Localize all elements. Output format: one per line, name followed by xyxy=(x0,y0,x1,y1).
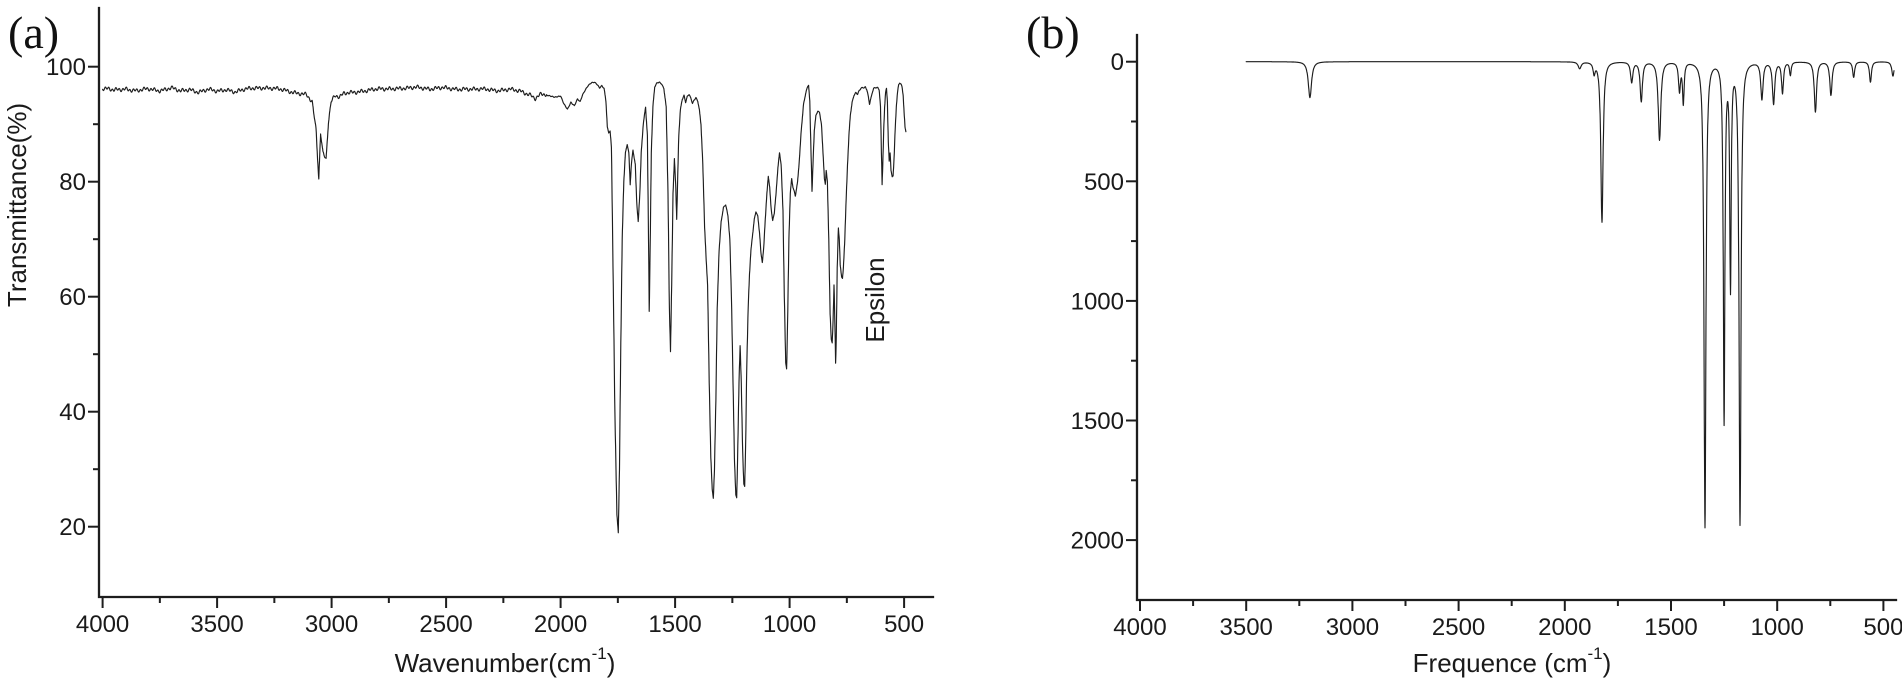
panel-b-ticks xyxy=(1126,60,1885,611)
panel-b-epsilon-spectrum: (b) Epsilon Frequence (cm-1) 4000 3500 300… xyxy=(860,7,1902,678)
y-tick-label: 500 xyxy=(1084,169,1124,196)
panel-b-tick-labels: 4000 3500 3000 2500 2000 1500 1000 500 0 500 1000 1… xyxy=(1071,49,1902,641)
panel-a-transmittance-spectrum: (a) Transmittance(%) Wavenumber(cm-1) 40… xyxy=(2,6,935,678)
x-tick-label: 2500 xyxy=(1432,614,1485,641)
y-tick-label: 20 xyxy=(59,514,86,541)
x-tick-label: 1500 xyxy=(1644,614,1697,641)
x-tick-label: 4000 xyxy=(1113,614,1166,641)
x-tick-label: 500 xyxy=(884,611,924,638)
x-tick-label: 2000 xyxy=(1538,614,1591,641)
x-tick-label: 3500 xyxy=(1220,614,1273,641)
y-tick-label: 1500 xyxy=(1071,408,1124,435)
y-tick-label: 2000 xyxy=(1071,528,1124,555)
panel-b-y-axis-title: Epsilon xyxy=(860,257,890,342)
x-tick-label: 4000 xyxy=(76,611,129,638)
y-tick-label: 100 xyxy=(46,54,86,81)
x-tick-label: 1000 xyxy=(763,611,816,638)
panel-a-axes xyxy=(97,6,935,599)
panel-a-y-axis-title: Transmittance(%) xyxy=(2,103,32,307)
panel-a-ticks xyxy=(88,65,906,608)
panel-a-tag: (a) xyxy=(8,7,59,58)
y-tick-label: 40 xyxy=(59,399,86,426)
panel-b-tag: (b) xyxy=(1026,7,1080,58)
x-tick-label: 1500 xyxy=(648,611,701,638)
y-tick-label: 1000 xyxy=(1071,288,1124,315)
ftir-transmittance-curve xyxy=(102,81,907,534)
x-tick-label: 1000 xyxy=(1751,614,1804,641)
x-tick-label: 3500 xyxy=(190,611,243,638)
x-tick-label: 2000 xyxy=(534,611,587,638)
x-tick-label: 2500 xyxy=(419,611,472,638)
y-tick-label: 0 xyxy=(1111,49,1124,76)
y-tick-label: 80 xyxy=(59,169,86,196)
panel-b-axes xyxy=(1135,33,1898,602)
x-tick-label: 500 xyxy=(1863,614,1902,641)
panel-a-x-axis-title: Wavenumber(cm-1) xyxy=(395,644,616,678)
x-tick-label: 3000 xyxy=(305,611,358,638)
panel-a-tick-labels: 4000 3500 3000 2500 2000 1500 1000 500 100 80 60 40… xyxy=(46,54,924,638)
x-tick-label: 3000 xyxy=(1326,614,1379,641)
y-tick-label: 60 xyxy=(59,284,86,311)
panel-b-x-axis-title: Frequence (cm-1) xyxy=(1413,644,1612,678)
calculated-ir-epsilon-curve xyxy=(1245,61,1895,529)
